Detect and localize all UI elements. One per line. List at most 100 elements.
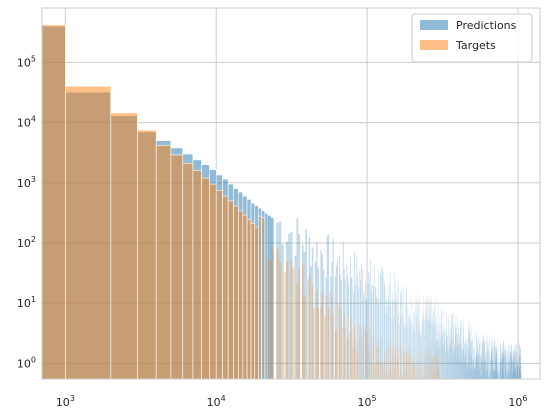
bar <box>363 294 364 379</box>
y-tick-label: 105 <box>17 54 36 69</box>
bar <box>330 277 332 379</box>
bar <box>349 333 350 379</box>
bar <box>250 223 256 380</box>
bar <box>349 317 351 379</box>
bar <box>246 219 252 380</box>
bar <box>370 259 371 379</box>
bar <box>369 344 370 379</box>
bar <box>320 307 322 379</box>
bar <box>285 261 289 379</box>
bar <box>360 263 362 379</box>
legend-swatch-predictions <box>420 20 448 30</box>
bar <box>325 277 327 379</box>
bar <box>359 270 361 379</box>
bar <box>155 144 172 380</box>
bar <box>326 235 328 379</box>
bar <box>222 195 229 380</box>
bar <box>360 280 361 379</box>
bar <box>192 170 202 380</box>
bar <box>270 217 274 379</box>
bar <box>331 297 333 379</box>
bar <box>346 337 348 379</box>
bar <box>367 353 369 379</box>
bar <box>261 217 266 380</box>
bar <box>294 255 297 379</box>
bar <box>337 303 339 379</box>
bar <box>344 327 346 379</box>
bar <box>329 292 331 379</box>
bar <box>382 271 384 379</box>
bar <box>370 363 372 379</box>
bar <box>257 215 262 380</box>
bar <box>377 298 378 379</box>
bar <box>342 242 344 379</box>
bar <box>348 285 350 379</box>
bar <box>372 283 374 379</box>
y-tick-label: 102 <box>17 235 36 250</box>
bar <box>374 363 376 379</box>
y-tick-label: 103 <box>17 175 36 190</box>
bar <box>365 280 366 379</box>
bar <box>344 279 346 379</box>
bar <box>233 205 239 380</box>
bar <box>267 259 271 379</box>
bar <box>317 267 320 379</box>
bar <box>375 366 376 379</box>
bar <box>325 295 327 379</box>
bar <box>278 221 282 379</box>
bar <box>359 338 361 379</box>
bar <box>254 226 259 380</box>
bar <box>334 330 336 379</box>
bar <box>338 255 340 379</box>
bar <box>301 262 304 379</box>
legend-label-targets: Targets <box>455 39 496 52</box>
bar <box>357 345 358 379</box>
bar <box>332 238 334 379</box>
bar <box>362 269 364 379</box>
bar <box>354 251 355 379</box>
bar <box>314 261 317 379</box>
bar <box>301 244 304 379</box>
bar <box>341 327 343 379</box>
bar <box>354 325 355 379</box>
bar <box>378 304 380 379</box>
bar <box>343 314 345 379</box>
bar <box>377 274 379 379</box>
bar <box>353 291 355 379</box>
bar <box>310 266 312 379</box>
bar <box>371 347 373 379</box>
bar <box>370 290 372 379</box>
bar <box>264 213 269 380</box>
bar <box>327 307 330 379</box>
bar <box>340 280 342 379</box>
bar <box>373 286 374 379</box>
bar <box>285 241 289 379</box>
bar <box>380 274 381 379</box>
bar <box>347 276 349 379</box>
bar <box>371 285 373 379</box>
bar <box>357 275 358 379</box>
bar <box>356 254 358 379</box>
bar <box>336 259 338 379</box>
bar <box>351 277 353 379</box>
bar <box>373 341 374 379</box>
bar <box>380 361 381 379</box>
bar <box>311 247 314 379</box>
bar <box>384 353 385 379</box>
bar <box>358 324 360 379</box>
bar <box>237 210 244 380</box>
bar <box>317 308 320 379</box>
bar <box>298 233 301 379</box>
bar <box>292 267 295 379</box>
bar <box>327 234 330 379</box>
bar <box>375 287 377 379</box>
bar <box>366 300 368 379</box>
bar <box>182 163 194 380</box>
bar <box>367 284 369 379</box>
plot-frame <box>41 7 541 380</box>
bar <box>335 330 337 379</box>
x-tick-label: 104 <box>207 394 226 409</box>
bar <box>380 270 382 379</box>
bar <box>276 248 279 379</box>
